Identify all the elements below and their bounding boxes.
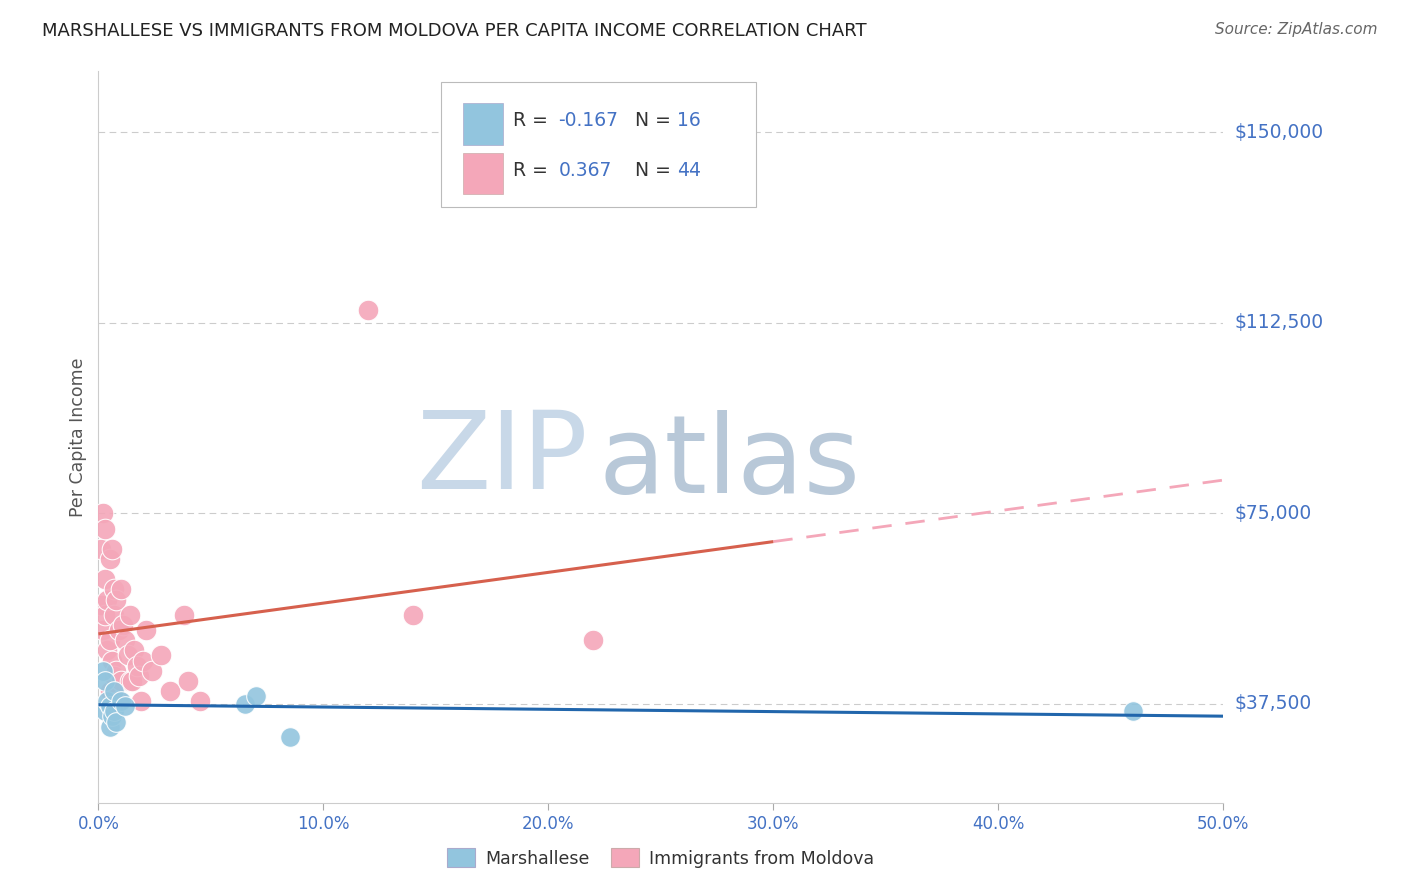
Text: 0.367: 0.367: [558, 161, 612, 179]
Point: [103, 669, 125, 683]
Point: [118, 673, 141, 688]
Point: [98, 720, 121, 734]
Point: [105, 714, 128, 729]
Point: [96, 694, 118, 708]
Text: 44: 44: [676, 161, 700, 179]
Point: [114, 699, 136, 714]
Text: R =: R =: [513, 111, 554, 130]
Point: [91, 623, 114, 637]
Point: [98, 552, 121, 566]
Point: [110, 582, 132, 597]
Point: [582, 633, 605, 648]
Point: [124, 643, 146, 657]
Text: ZIP: ZIP: [416, 406, 588, 512]
Point: [245, 689, 267, 703]
Point: [128, 669, 150, 683]
Point: [150, 648, 173, 663]
Point: [278, 730, 301, 744]
Point: [101, 541, 124, 556]
Point: [135, 623, 157, 637]
Point: [357, 303, 380, 318]
Point: [94, 572, 117, 586]
Text: N =: N =: [636, 111, 676, 130]
Point: [103, 582, 125, 597]
Legend: Marshallese, Immigrants from Moldova: Marshallese, Immigrants from Moldova: [440, 841, 882, 874]
Text: 16: 16: [676, 111, 700, 130]
Point: [94, 521, 117, 535]
Y-axis label: Per Capita Income: Per Capita Income: [69, 358, 87, 516]
Text: R =: R =: [513, 161, 554, 179]
Point: [1122, 705, 1144, 719]
Point: [118, 607, 141, 622]
Point: [159, 684, 181, 698]
Point: [141, 664, 163, 678]
FancyBboxPatch shape: [463, 153, 503, 194]
Point: [90, 541, 112, 556]
Point: [121, 673, 143, 688]
Point: [105, 664, 128, 678]
Text: $112,500: $112,500: [1234, 313, 1323, 333]
Point: [110, 694, 132, 708]
Point: [125, 658, 148, 673]
Point: [91, 506, 114, 520]
Point: [103, 684, 125, 698]
Point: [105, 592, 128, 607]
Point: [112, 618, 135, 632]
FancyBboxPatch shape: [463, 103, 503, 145]
Point: [110, 673, 132, 688]
Point: [173, 607, 195, 622]
Text: N =: N =: [636, 161, 676, 179]
Point: [132, 654, 155, 668]
Point: [402, 607, 425, 622]
Point: [117, 648, 139, 663]
Point: [98, 684, 121, 698]
Point: [233, 697, 256, 711]
Point: [188, 694, 211, 708]
Text: Source: ZipAtlas.com: Source: ZipAtlas.com: [1215, 22, 1378, 37]
Text: -0.167: -0.167: [558, 111, 619, 130]
Text: $75,000: $75,000: [1234, 504, 1312, 523]
Point: [94, 607, 117, 622]
Point: [103, 607, 125, 622]
Point: [91, 664, 114, 678]
Point: [90, 598, 112, 612]
FancyBboxPatch shape: [441, 82, 756, 207]
Point: [114, 633, 136, 648]
Point: [101, 654, 124, 668]
Text: $37,500: $37,500: [1234, 694, 1312, 714]
Point: [94, 673, 117, 688]
Point: [101, 709, 124, 723]
Point: [98, 699, 121, 714]
Point: [129, 694, 152, 708]
Point: [98, 633, 121, 648]
Text: atlas: atlas: [599, 409, 860, 516]
Point: [107, 623, 129, 637]
Point: [107, 694, 129, 708]
Point: [177, 673, 200, 688]
Point: [94, 705, 117, 719]
Text: $150,000: $150,000: [1234, 123, 1323, 142]
Point: [96, 592, 118, 607]
Text: MARSHALLESE VS IMMIGRANTS FROM MOLDOVA PER CAPITA INCOME CORRELATION CHART: MARSHALLESE VS IMMIGRANTS FROM MOLDOVA P…: [42, 22, 868, 40]
Point: [103, 705, 125, 719]
Point: [96, 643, 118, 657]
